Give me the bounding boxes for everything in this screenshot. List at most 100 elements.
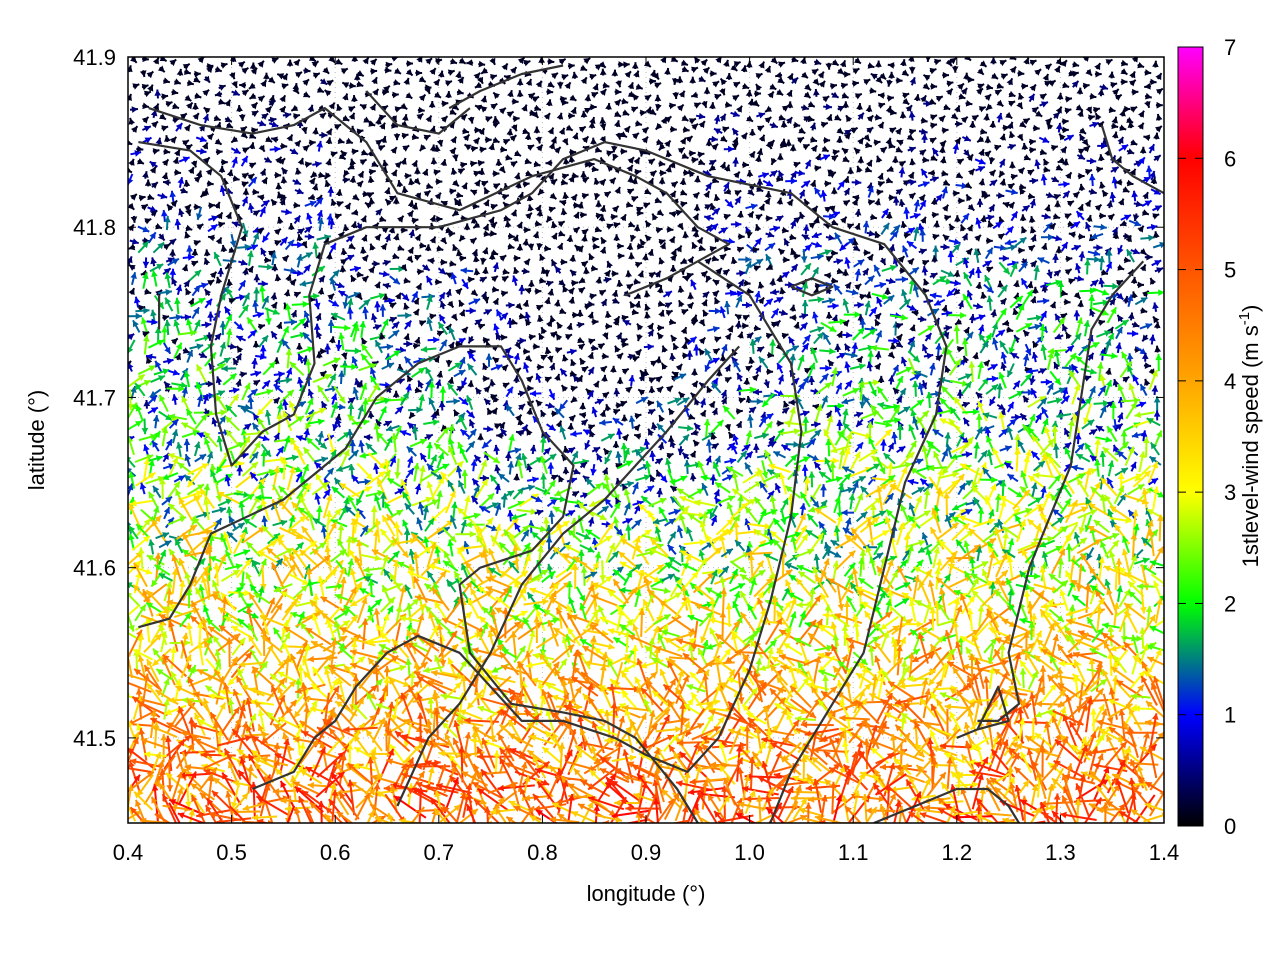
- wind-arrow: [589, 103, 597, 111]
- wind-arrow: [264, 105, 273, 114]
- wind-arrow: [194, 92, 202, 99]
- wind-arrow: [599, 68, 607, 76]
- wind-arrow: [1055, 106, 1063, 114]
- wind-arrow: [239, 125, 248, 133]
- wind-arrow: [1071, 70, 1080, 78]
- wind-arrow: [535, 80, 543, 88]
- wind-arrow: [185, 143, 193, 151]
- wind-arrow: [441, 100, 449, 108]
- wind-arrow: [969, 121, 976, 129]
- wind-arrow: [1072, 61, 1080, 68]
- wind-arrow: [787, 72, 794, 81]
- wind-arrow: [1111, 116, 1118, 124]
- wind-arrow: [1108, 106, 1116, 114]
- wind-arrow: [810, 136, 818, 143]
- wind-arrow: [1119, 109, 1126, 117]
- wind-arrow: [946, 80, 954, 87]
- wind-arrow: [949, 57, 958, 65]
- wind-arrow: [535, 136, 542, 144]
- wind-arrow: [1031, 106, 1039, 114]
- wind-arrow: [960, 115, 969, 124]
- wind-arrow: [850, 126, 859, 134]
- wind-arrow: [583, 57, 591, 65]
- wind-arrow: [854, 92, 863, 100]
- wind-arrow: [807, 101, 816, 108]
- wind-arrow: [863, 134, 871, 142]
- wind-arrow: [930, 122, 938, 129]
- wind-arrow: [356, 80, 364, 88]
- wind-arrow: [458, 57, 467, 65]
- wind-arrow: [342, 115, 350, 122]
- wind-arrow: [713, 127, 723, 135]
- wind-arrow: [196, 148, 207, 155]
- wind-arrow: [359, 103, 367, 111]
- wind-arrow: [1130, 106, 1138, 113]
- wind-arrow: [130, 150, 142, 157]
- wind-arrow: [654, 82, 662, 89]
- wind-arrow: [428, 100, 436, 108]
- wind-arrow: [844, 132, 852, 140]
- wind-arrow: [250, 101, 259, 110]
- wind-arrow: [895, 77, 903, 84]
- wind-arrow: [270, 136, 279, 143]
- wind-arrow: [256, 120, 267, 127]
- wind-arrow: [433, 78, 441, 87]
- wind-arrow: [930, 83, 938, 90]
- wind-arrow: [1063, 134, 1075, 142]
- wind-arrow: [193, 76, 201, 84]
- wind-arrow: [688, 117, 697, 125]
- wind-arrow: [1042, 73, 1050, 81]
- wind-arrow: [516, 78, 524, 86]
- wind-arrow: [836, 136, 843, 144]
- wind-arrow: [405, 68, 414, 77]
- wind-arrow: [698, 120, 706, 129]
- wind-arrow: [774, 71, 783, 79]
- wind-arrow: [203, 75, 211, 84]
- wind-arrow: [312, 127, 319, 135]
- wind-arrow: [1060, 59, 1068, 68]
- wind-arrow: [945, 88, 954, 96]
- wind-arrow: [556, 81, 564, 89]
- wind-arrow: [163, 148, 171, 155]
- wind-arrow: [418, 93, 427, 102]
- wind-arrow: [588, 121, 596, 129]
- wind-arrow: [416, 57, 423, 63]
- wind-arrow: [655, 103, 662, 111]
- wind-arrow: [935, 95, 944, 102]
- wind-arrow: [732, 137, 739, 145]
- wind-arrow: [580, 76, 588, 85]
- wind-arrow: [703, 87, 711, 95]
- wind-arrow: [1005, 111, 1013, 120]
- wind-arrow: [889, 127, 897, 134]
- wind-arrow: [303, 67, 311, 74]
- wind-arrow: [1071, 80, 1080, 88]
- wind-arrow: [1153, 132, 1160, 140]
- wind-arrow: [499, 107, 507, 115]
- wind-arrow: [747, 98, 755, 106]
- wind-arrow: [248, 142, 256, 150]
- wind-arrow: [938, 115, 946, 123]
- wind-arrow: [316, 140, 323, 152]
- wind-arrow: [193, 70, 201, 78]
- wind-arrow: [1065, 96, 1073, 103]
- wind-arrow: [630, 106, 639, 113]
- wind-arrow: [656, 138, 664, 146]
- wind-arrow: [1093, 106, 1101, 114]
- wind-arrow: [1117, 136, 1124, 145]
- wind-arrow: [614, 110, 622, 118]
- wind-arrow: [954, 105, 961, 113]
- wind-arrow: [826, 113, 833, 122]
- wind-arrow: [492, 136, 500, 144]
- wind-arrow: [623, 125, 631, 134]
- wind-arrow: [740, 132, 748, 140]
- wind-arrow: [746, 115, 754, 123]
- wind-arrow: [141, 125, 152, 132]
- wind-arrow: [394, 106, 402, 113]
- wind-arrow: [1137, 122, 1145, 130]
- wind-arrow: [1155, 125, 1163, 133]
- wind-arrow: [1062, 81, 1070, 89]
- wind-arrow: [1016, 133, 1024, 142]
- wind-arrow: [241, 89, 250, 97]
- wind-arrow: [831, 59, 840, 67]
- wind-arrow: [866, 114, 875, 123]
